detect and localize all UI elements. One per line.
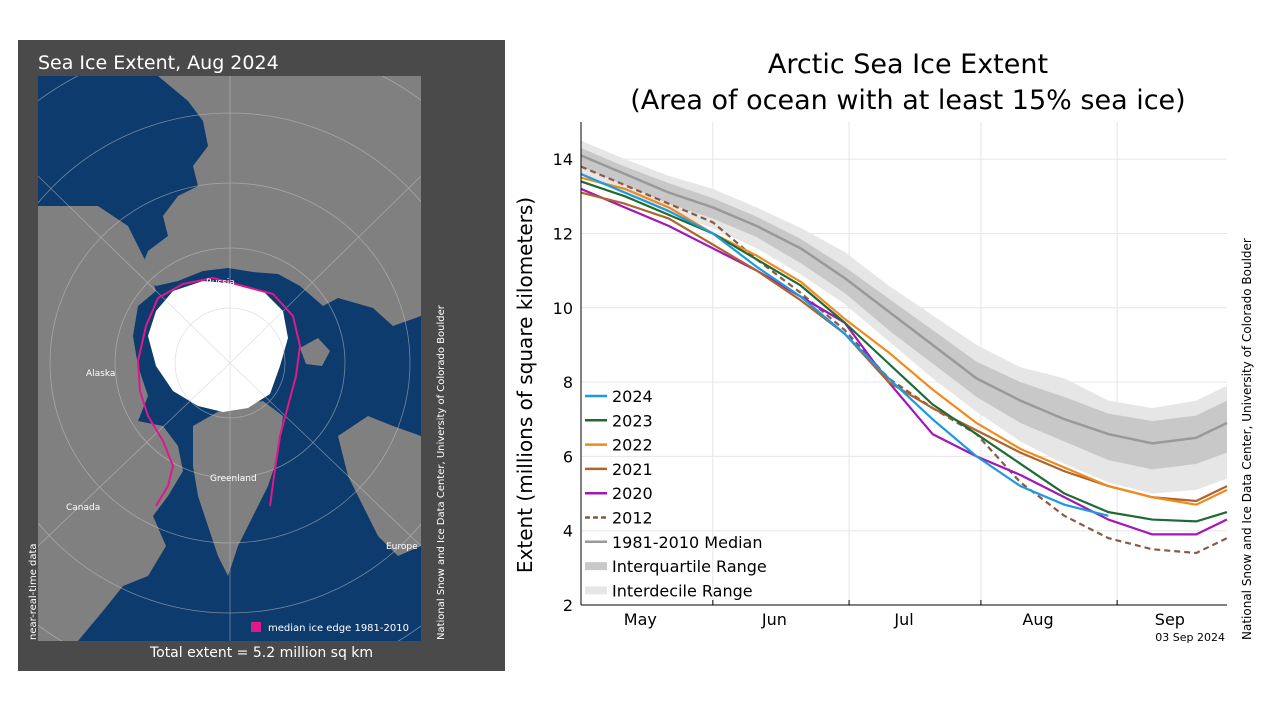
legend-label-1: 2023 (612, 411, 653, 430)
x-tick-label-aug: Aug (1022, 610, 1053, 629)
x-tick-label-jul: Jul (893, 610, 913, 629)
near-real-time-label: near-real-time data (28, 543, 39, 640)
polar-map-svg: Russia Alaska Canada Greenland Europe me… (38, 76, 421, 641)
greenland-landmass (193, 401, 283, 576)
canada-label: Canada (66, 503, 100, 513)
y-tick-label: 2 (563, 596, 573, 615)
series-line-2024 (580, 173, 1109, 517)
europe-label: Europe (386, 542, 418, 552)
interquartile-band (581, 148, 1227, 470)
x-tick-label-may: May (624, 610, 657, 629)
median-line (580, 154, 1228, 445)
alaska-canada-landmass (38, 206, 183, 641)
legend-label-4: 2020 (612, 484, 653, 503)
alaska-label: Alaska (86, 369, 115, 379)
x-tick-label-sep: Sep (1155, 610, 1185, 629)
y-tick-label: 14 (553, 150, 573, 169)
russia-label: Russia (206, 278, 235, 288)
legend-label-7: Interquartile Range (612, 557, 767, 576)
series-line-2012 (580, 165, 1228, 555)
map-title: Sea Ice Extent, Aug 2024 (38, 52, 279, 74)
map-credit: National Snow and Ice Data Center, Unive… (436, 305, 447, 640)
legend-label-6: 1981-2010 Median (612, 533, 763, 552)
legend-label-2: 2022 (612, 436, 653, 455)
series-line-2023 (580, 180, 1228, 523)
y-tick-label: 4 (563, 522, 573, 541)
extent-chart: Arctic Sea Ice Extent (Area of ocean wit… (513, 49, 1254, 644)
y-axis-label: Extent (millions of square kilometers) (513, 197, 537, 573)
russia-landmass (138, 76, 421, 326)
chart-credit: National Snow and Ice Data Center, Unive… (1240, 238, 1254, 640)
chart-title: Arctic Sea Ice Extent (768, 49, 1048, 80)
series-line-2020 (580, 187, 1228, 536)
y-tick-label: 6 (563, 447, 573, 466)
extent-chart-panel: Arctic Sea Ice Extent (Area of ocean wit… (505, 40, 1280, 680)
sea-ice-extent (148, 281, 288, 412)
legend-label-3: 2021 (612, 460, 653, 479)
chart-subtitle: (Area of ocean with at least 15% sea ice… (630, 85, 1185, 116)
legend-label-8: Interdecile Range (612, 581, 753, 600)
sea-ice-map-panel: Sea Ice Extent, Aug 2024 (18, 40, 505, 671)
y-tick-label: 8 (563, 373, 573, 392)
y-tick-label: 10 (553, 299, 573, 318)
median-ice-edge-line (136, 276, 302, 507)
graticule (38, 76, 421, 641)
x-tick-label-jun: Jun (761, 610, 787, 629)
y-tick-label: 12 (553, 224, 573, 243)
polar-map: Russia Alaska Canada Greenland Europe me… (38, 76, 421, 641)
median-edge-legend-swatch (251, 622, 261, 632)
total-extent-label: Total extent = 5.2 million sq km (149, 645, 374, 661)
median-edge-legend-label: median ice edge 1981-2010 (268, 623, 409, 634)
date-stamp: 03 Sep 2024 (1155, 631, 1225, 644)
plot-area: 2 4 6 8 10 12 14 May Jun Jul Aug Sep 2024 2023 2022 202… (553, 122, 1228, 629)
series-line-2022 (580, 176, 1228, 506)
greenland-label: Greenland (210, 474, 257, 484)
svalbard-islands (300, 338, 330, 366)
europe-landmass (338, 416, 421, 556)
legend-label-5: 2012 (612, 509, 653, 528)
legend-label-0: 2024 (612, 387, 653, 406)
